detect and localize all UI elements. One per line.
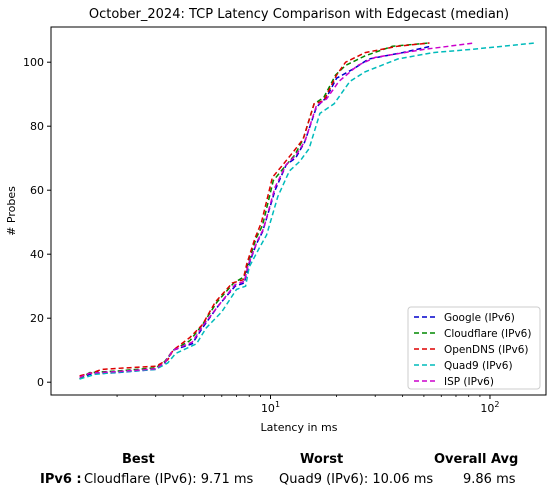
- overall-avg-value: 9.86 ms: [463, 472, 516, 487]
- series-layer: [79, 42, 535, 380]
- ipv6-row-label: IPv6 :: [40, 472, 82, 487]
- y-axis-label: # Probes: [5, 186, 18, 236]
- series-line-4: [79, 42, 535, 380]
- x-tick-label: 102: [480, 400, 499, 415]
- legend-label: ISP (IPv6): [444, 376, 494, 388]
- worst-header: Worst: [300, 452, 344, 467]
- y-tick-label: 0: [37, 376, 44, 389]
- series-line-3: [79, 42, 430, 377]
- chart-title: October_2024: TCP Latency Comparison wit…: [89, 7, 509, 22]
- latency-cdf-chart: October_2024: TCP Latency Comparison wit…: [5, 7, 547, 434]
- legend-box: [407, 306, 541, 390]
- legend-label: OpenDNS (IPv6): [444, 344, 529, 356]
- legend-label: Google (IPv6): [444, 312, 515, 324]
- legend-label: Cloudflare (IPv6): [444, 328, 531, 340]
- overall-avg-header: Overall Avg: [434, 452, 519, 467]
- y-tick-label: 20: [30, 312, 44, 325]
- best-value: Cloudflare (IPv6): 9.71 ms: [84, 472, 254, 487]
- y-tick-label: 40: [30, 248, 44, 261]
- x-axis: 101 102: [116, 395, 500, 415]
- worst-value: Quad9 (IPv6): 10.06 ms: [279, 472, 434, 487]
- best-header: Best: [122, 452, 155, 467]
- series-line-5: [79, 42, 475, 379]
- y-tick-label: 60: [30, 184, 44, 197]
- x-axis-label: Latency in ms: [261, 421, 338, 434]
- y-tick-label: 100: [23, 56, 44, 69]
- x-tick-label: 101: [261, 400, 280, 415]
- y-tick-label: 80: [30, 120, 44, 133]
- legend: Google (IPv6) Cloudflare (IPv6) OpenDNS (I…: [407, 306, 541, 390]
- y-axis: 0 20 40 60 80 100: [23, 56, 51, 389]
- series-line-1: [79, 45, 432, 380]
- legend-label: Quad9 (IPv6): [444, 360, 513, 372]
